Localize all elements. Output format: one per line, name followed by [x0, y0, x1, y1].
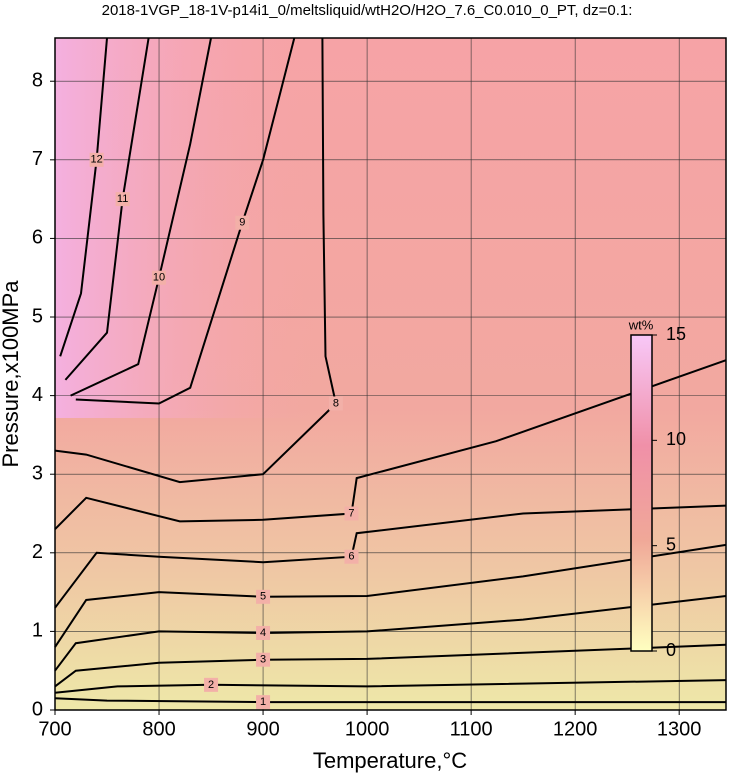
x-tick-label: 1100: [450, 718, 493, 740]
contour-label: 5: [260, 591, 266, 603]
contour-label-bg: [115, 192, 130, 207]
contour-label-bg: [152, 270, 167, 285]
contour-label-bg: [256, 625, 271, 640]
x-tick-label: 900: [246, 718, 279, 740]
contour-label: 12: [90, 154, 102, 166]
contour-label-bg: [344, 506, 359, 521]
contour-label: 4: [260, 627, 266, 639]
contour-line: [54, 37, 337, 484]
contour-label: 11: [117, 193, 128, 205]
colorbar-tick-label: 5: [666, 534, 676, 554]
colorbar-label: wt%: [628, 317, 654, 332]
contour-label-bg: [256, 695, 271, 710]
x-tick-label: 1300: [657, 718, 702, 740]
contour-line: [54, 643, 727, 688]
contour-label: 8: [333, 397, 339, 409]
contour-label: 6: [348, 551, 354, 563]
contour-line: [59, 37, 108, 357]
contour-label-bg: [328, 396, 343, 411]
plot-shade: [55, 38, 315, 418]
contour-label-bg: [204, 677, 219, 692]
y-tick-label: 2: [32, 541, 43, 563]
colorbar-tick-label: 0: [666, 640, 676, 660]
plot-frame: [54, 37, 727, 711]
contour-label-bg: [256, 652, 271, 667]
contour-label: 1: [260, 696, 266, 708]
y-tick-label: 5: [32, 305, 43, 327]
y-tick-label: 0: [32, 698, 43, 720]
y-tick-label: 1: [32, 620, 43, 642]
contour-label: 9: [239, 217, 245, 229]
y-tick-label: 8: [32, 70, 43, 92]
colorbar-tick-label: 15: [666, 324, 686, 344]
x-tick-label: 700: [38, 718, 71, 740]
contour-line: [54, 697, 726, 704]
colorbar-tick-label: 10: [666, 429, 686, 449]
contour-line: [64, 37, 150, 381]
chart-title: 2018-1VGP_18-1V-p14i1_0/meltsliquid/wtH2…: [102, 2, 633, 19]
x-axis-label: Temperature,°C: [313, 748, 467, 773]
contour-line: [54, 504, 727, 609]
y-tick-label: 6: [32, 227, 43, 249]
colorbar: [630, 334, 653, 652]
x-tick-label: 800: [142, 718, 175, 740]
contour-label: 2: [208, 679, 214, 691]
contour-label: 7: [348, 507, 354, 519]
y-axis-label: Pressure,x100MPa: [0, 280, 23, 468]
contour-label: 3: [260, 654, 266, 666]
contour-line: [75, 37, 296, 405]
contour-line: [54, 359, 727, 530]
contour-label: 10: [153, 272, 165, 284]
y-tick-label: 3: [32, 462, 43, 484]
y-tick-label: 4: [32, 384, 43, 406]
contour-label-bg: [344, 549, 359, 564]
x-tick-label: 1000: [345, 718, 390, 740]
contour-label-bg: [256, 589, 271, 604]
y-tick-label: 7: [32, 148, 43, 170]
contour-label-bg: [89, 152, 104, 167]
contour-label-bg: [235, 215, 250, 230]
x-tick-label: 1200: [553, 718, 598, 740]
